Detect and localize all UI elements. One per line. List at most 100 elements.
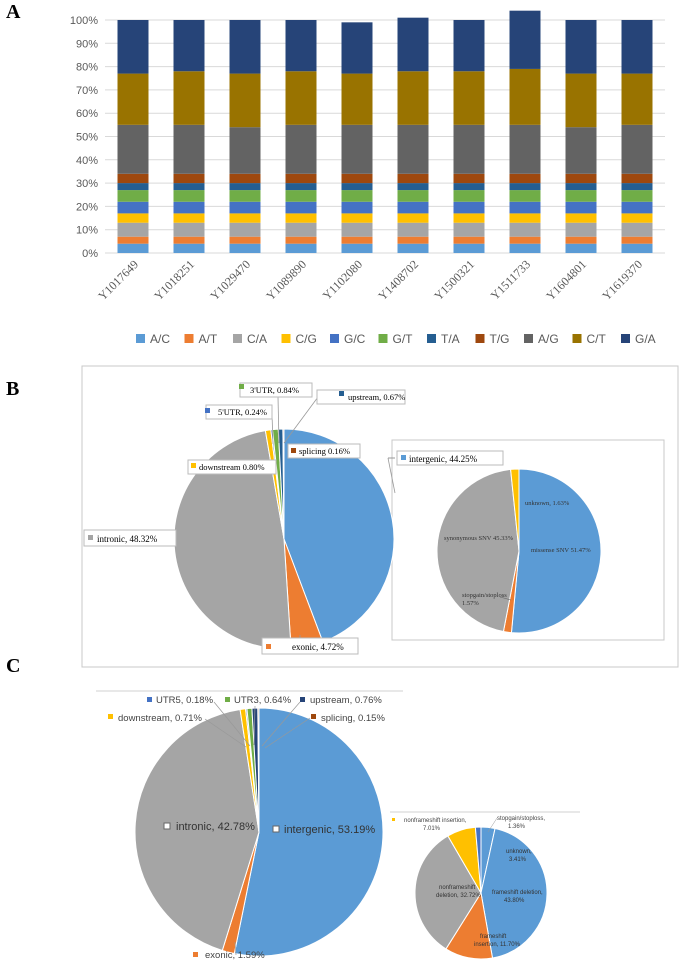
label-b-unknown: unknown, 1.63% bbox=[525, 500, 570, 507]
legend-label: A/C bbox=[150, 332, 170, 346]
label-c-utr3-text: UTR3, 0.64% bbox=[234, 695, 292, 706]
bar-segment bbox=[509, 124, 541, 174]
y-tick-label: 10% bbox=[76, 225, 98, 237]
bar-segment bbox=[117, 243, 149, 253]
bar-segment bbox=[117, 73, 149, 125]
label-b-intergenic-text: intergenic, 44.25% bbox=[409, 454, 478, 464]
pie-slice bbox=[436, 468, 520, 633]
x-tick-label: Y1029470 bbox=[207, 257, 253, 303]
pie-slice bbox=[480, 827, 548, 959]
pie-c-labels: UTR5, 0.18% UTR3, 0.64% upstream, 0.76% … bbox=[108, 695, 385, 961]
bar-segment bbox=[173, 124, 205, 174]
label-c-frameshift-del-line1: frameshift deletion, bbox=[492, 890, 543, 896]
y-tick-label: 90% bbox=[76, 38, 98, 50]
legend-swatch bbox=[184, 334, 194, 343]
label-b-intronic: intronic, 48.32% bbox=[83, 529, 177, 547]
bar-segment bbox=[565, 213, 597, 223]
label-b-synonymous: synonymous SNV 45.33% bbox=[444, 535, 514, 542]
bar-segment bbox=[229, 236, 261, 244]
label-b-intergenic: intergenic, 44.25% bbox=[387, 450, 504, 494]
legend-swatch bbox=[281, 334, 291, 343]
label-c-upstream-text: upstream, 0.76% bbox=[310, 695, 382, 706]
bar-segment bbox=[621, 183, 653, 191]
bar-segment bbox=[229, 190, 261, 202]
bar-segment bbox=[509, 183, 541, 191]
bar-segment bbox=[229, 173, 261, 184]
legend-swatch bbox=[330, 334, 339, 343]
pie-slice bbox=[414, 835, 482, 950]
bar-segment bbox=[229, 127, 261, 174]
bar-segment bbox=[229, 222, 261, 237]
label-b-exonic: exonic, 4.72% bbox=[261, 635, 359, 655]
bar-segment bbox=[117, 173, 149, 184]
pie-slice bbox=[233, 707, 384, 957]
sub-pie-c-labels: nonframeshift insertion, 7.01% stopgain/… bbox=[392, 816, 545, 948]
sub-pie-chart-c bbox=[414, 826, 548, 960]
pie-slice bbox=[510, 468, 520, 552]
bar-segment bbox=[285, 201, 317, 214]
bar-segment bbox=[341, 190, 373, 202]
pie-slice bbox=[282, 428, 285, 540]
label-b-downstream-text: downstream 0.80% bbox=[199, 462, 265, 472]
bar-segment bbox=[285, 243, 317, 253]
bar-segment bbox=[341, 243, 373, 253]
legend-swatch bbox=[524, 334, 533, 343]
label-b-intronic-text: intronic, 48.32% bbox=[97, 534, 158, 544]
bar-segment bbox=[509, 236, 541, 244]
label-b-5utr: 5'UTR, 0.24% bbox=[205, 404, 274, 445]
label-c-splicing: splicing, 0.15% bbox=[264, 713, 385, 749]
label-c-nonframe-del-line1: nonframeshift bbox=[439, 885, 476, 891]
bar-segment bbox=[229, 243, 261, 253]
bar-segment bbox=[285, 20, 317, 72]
label-c-intergenic: intergenic, 53.19% bbox=[272, 824, 375, 836]
bar-segment bbox=[621, 124, 653, 174]
bar-segment bbox=[397, 222, 429, 237]
bar-segment bbox=[621, 213, 653, 223]
bar-segment bbox=[173, 222, 205, 237]
bar-segment bbox=[285, 236, 317, 244]
y-tick-label: 40% bbox=[76, 155, 98, 167]
bar-segment bbox=[397, 173, 429, 184]
label-c-nonframe-ins-line1: nonframeshift insertion, bbox=[404, 818, 467, 824]
label-c-intronic: intronic, 42.78% bbox=[163, 821, 255, 833]
bar-segment bbox=[397, 201, 429, 214]
label-c-intronic-text: intronic, 42.78% bbox=[176, 821, 255, 833]
bar-segment bbox=[341, 183, 373, 191]
legend-label: T/A bbox=[441, 332, 460, 346]
bar-segment bbox=[621, 201, 653, 214]
legend-label: G/A bbox=[635, 332, 656, 346]
bar-segment bbox=[509, 201, 541, 214]
pie-slice bbox=[134, 708, 260, 952]
bar-segment bbox=[285, 71, 317, 125]
bar-segment bbox=[565, 20, 597, 74]
legend-swatch bbox=[621, 334, 630, 343]
bar-segment bbox=[397, 190, 429, 202]
y-tick-label: 100% bbox=[70, 15, 98, 27]
label-b-downstream: downstream 0.80% bbox=[187, 459, 277, 475]
label-c-utr3: UTR3, 0.64% bbox=[225, 695, 292, 746]
label-c-frameshift-del-line2: 43.80% bbox=[504, 898, 525, 904]
bar-segment bbox=[453, 183, 485, 191]
sub-pie-b-labels: unknown, 1.63% missense SNV 51.47% synon… bbox=[444, 500, 591, 607]
label-b-stopgain-line2: 1.57% bbox=[462, 600, 479, 607]
pie-b-labels: intergenic, 44.25% exonic, 4.72% introni… bbox=[83, 382, 504, 655]
label-c-unknown-line1: unknown, bbox=[506, 849, 532, 855]
label-c-intergenic-text: intergenic, 53.19% bbox=[284, 824, 375, 836]
x-tick-label: Y1018251 bbox=[151, 257, 197, 303]
x-tick-label: Y1408702 bbox=[375, 257, 421, 303]
x-tick-label: Y1017649 bbox=[95, 257, 141, 303]
label-c-upstream: upstream, 0.76% bbox=[261, 695, 382, 747]
legend-label: G/C bbox=[344, 332, 366, 346]
bar-segment bbox=[341, 236, 373, 244]
label-b-splicing-text: splicing 0.16% bbox=[299, 446, 350, 456]
pie-chart-c bbox=[134, 707, 384, 957]
bar-segment bbox=[173, 213, 205, 223]
bar-segment bbox=[565, 73, 597, 128]
bar-segment bbox=[509, 173, 541, 184]
label-c-utr5: UTR5, 0.18% bbox=[147, 695, 251, 747]
bar-segment bbox=[565, 190, 597, 202]
label-c-downstream-text: downstream, 0.71% bbox=[118, 713, 203, 724]
x-tick-label: Y1089890 bbox=[263, 257, 309, 303]
bar-segment bbox=[453, 20, 485, 72]
bar-segment bbox=[285, 222, 317, 237]
